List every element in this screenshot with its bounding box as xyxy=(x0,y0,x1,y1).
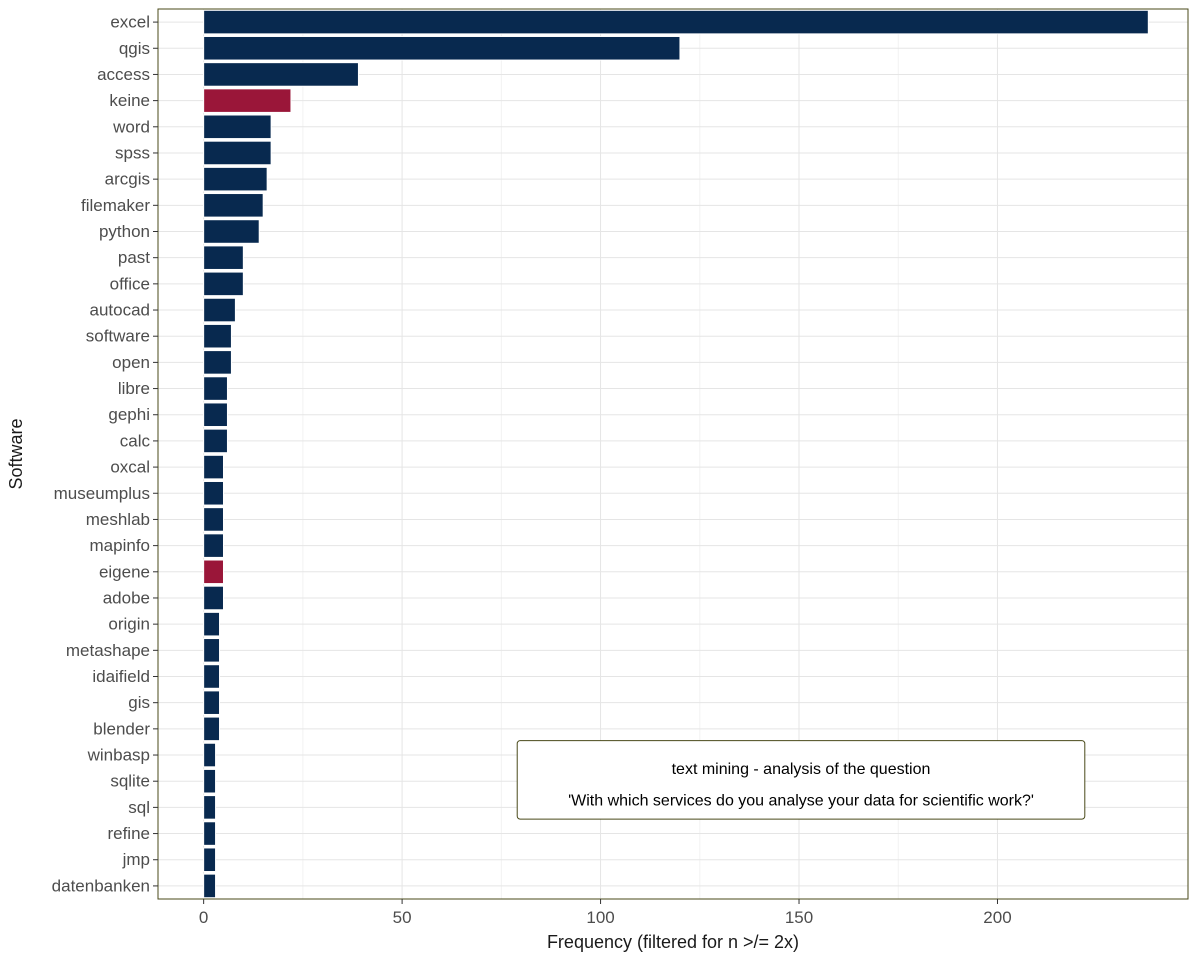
y-tick-label-sql: sql xyxy=(128,798,150,817)
y-tick-label-blender: blender xyxy=(93,719,150,738)
y-tick-label-open: open xyxy=(112,353,150,372)
y-tick-label-office: office xyxy=(110,274,150,293)
y-tick-label-qgis: qgis xyxy=(119,39,150,58)
bar-jmp xyxy=(203,847,217,873)
y-tick-label-idaifield: idaifield xyxy=(92,667,150,686)
y-tick-label-origin: origin xyxy=(108,615,150,634)
bar-libre xyxy=(203,376,228,401)
y-tick-label-adobe: adobe xyxy=(103,588,150,607)
bar-office xyxy=(203,271,244,297)
y-tick-label-word: word xyxy=(112,117,150,136)
bar-autocad xyxy=(203,297,236,323)
bar-software xyxy=(203,323,232,349)
y-tick-label-software: software xyxy=(86,327,150,346)
y-tick-label-autocad: autocad xyxy=(90,301,151,320)
x-axis-title: Frequency (filtered for n >/= 2x) xyxy=(547,932,799,952)
y-axis-title: Software xyxy=(6,418,26,489)
y-tick-label-gephi: gephi xyxy=(108,405,150,424)
bar-sql xyxy=(203,795,217,820)
bar-meshlab xyxy=(203,507,224,532)
bar-spss xyxy=(203,140,272,166)
annotation-box xyxy=(516,740,1086,820)
x-tick-label: 50 xyxy=(393,908,412,927)
bar-refine xyxy=(203,821,217,846)
y-tick-label-datenbanken: datenbanken xyxy=(52,876,150,895)
bar-eigene xyxy=(203,559,224,585)
bar-qgis xyxy=(203,35,681,61)
bar-python xyxy=(203,219,260,244)
bar-keine xyxy=(203,88,292,113)
x-tick-label: 0 xyxy=(199,908,208,927)
bar-word xyxy=(203,114,272,140)
bar-gephi xyxy=(203,402,228,428)
annotation: text mining - analysis of the question '… xyxy=(516,740,1086,820)
x-axis: 0 50 100 150 200 xyxy=(199,899,1012,927)
bar-excel xyxy=(203,9,1149,35)
y-tick-label-python: python xyxy=(99,222,150,241)
y-tick-label-past: past xyxy=(118,248,150,267)
bar-filemaker xyxy=(203,193,264,218)
y-tick-label-museumplus: museumplus xyxy=(54,484,150,503)
y-tick-label-gis: gis xyxy=(128,693,150,712)
plot-panel xyxy=(157,8,1189,900)
y-tick-label-metashape: metashape xyxy=(66,641,150,660)
y-tick-label-excel: excel xyxy=(110,13,150,32)
bar-mapinfo xyxy=(203,533,224,558)
y-tick-label-refine: refine xyxy=(107,824,150,843)
bar-gis xyxy=(203,690,221,715)
y-tick-label-eigene: eigene xyxy=(99,562,150,581)
bar-access xyxy=(203,62,359,87)
bar-idaifield xyxy=(203,664,221,689)
x-tick-label: 100 xyxy=(586,908,614,927)
bar-open xyxy=(203,350,232,375)
bar-past xyxy=(203,245,244,270)
bar-arcgis xyxy=(203,166,268,192)
y-tick-label-filemaker: filemaker xyxy=(81,196,150,215)
bar-datenbanken xyxy=(203,873,217,899)
y-tick-label-oxcal: oxcal xyxy=(110,458,150,477)
y-tick-label-arcgis: arcgis xyxy=(105,170,150,189)
y-tick-label-calc: calc xyxy=(120,431,151,450)
y-tick-label-libre: libre xyxy=(118,379,150,398)
y-tick-label-keine: keine xyxy=(109,91,150,110)
bar-calc xyxy=(203,428,228,454)
y-axis: excel qgis access keine word spss arcgis filema… xyxy=(52,13,158,895)
annotation-line-2: 'With which services do you analyse your… xyxy=(568,793,1034,810)
bar-sqlite xyxy=(203,768,217,794)
bar-museumplus xyxy=(203,480,224,506)
bar-winbasp xyxy=(203,742,217,768)
y-tick-label-winbasp: winbasp xyxy=(87,746,150,765)
bar-blender xyxy=(203,716,221,742)
y-tick-label-access: access xyxy=(97,65,150,84)
y-tick-label-meshlab: meshlab xyxy=(86,510,150,529)
x-tick-label: 150 xyxy=(785,908,813,927)
bar-oxcal xyxy=(203,454,224,480)
bar-adobe xyxy=(203,585,224,611)
bar-metashape xyxy=(203,638,221,663)
bar-origin xyxy=(203,611,221,637)
x-tick-label: 200 xyxy=(983,908,1011,927)
annotation-line-1: text mining - analysis of the question xyxy=(672,761,931,778)
y-tick-label-mapinfo: mapinfo xyxy=(90,536,150,555)
panel-border xyxy=(157,8,1189,900)
y-tick-label-spss: spss xyxy=(115,143,150,162)
bars xyxy=(203,9,1149,899)
y-tick-label-sqlite: sqlite xyxy=(110,772,150,791)
y-tick-label-jmp: jmp xyxy=(122,850,150,869)
